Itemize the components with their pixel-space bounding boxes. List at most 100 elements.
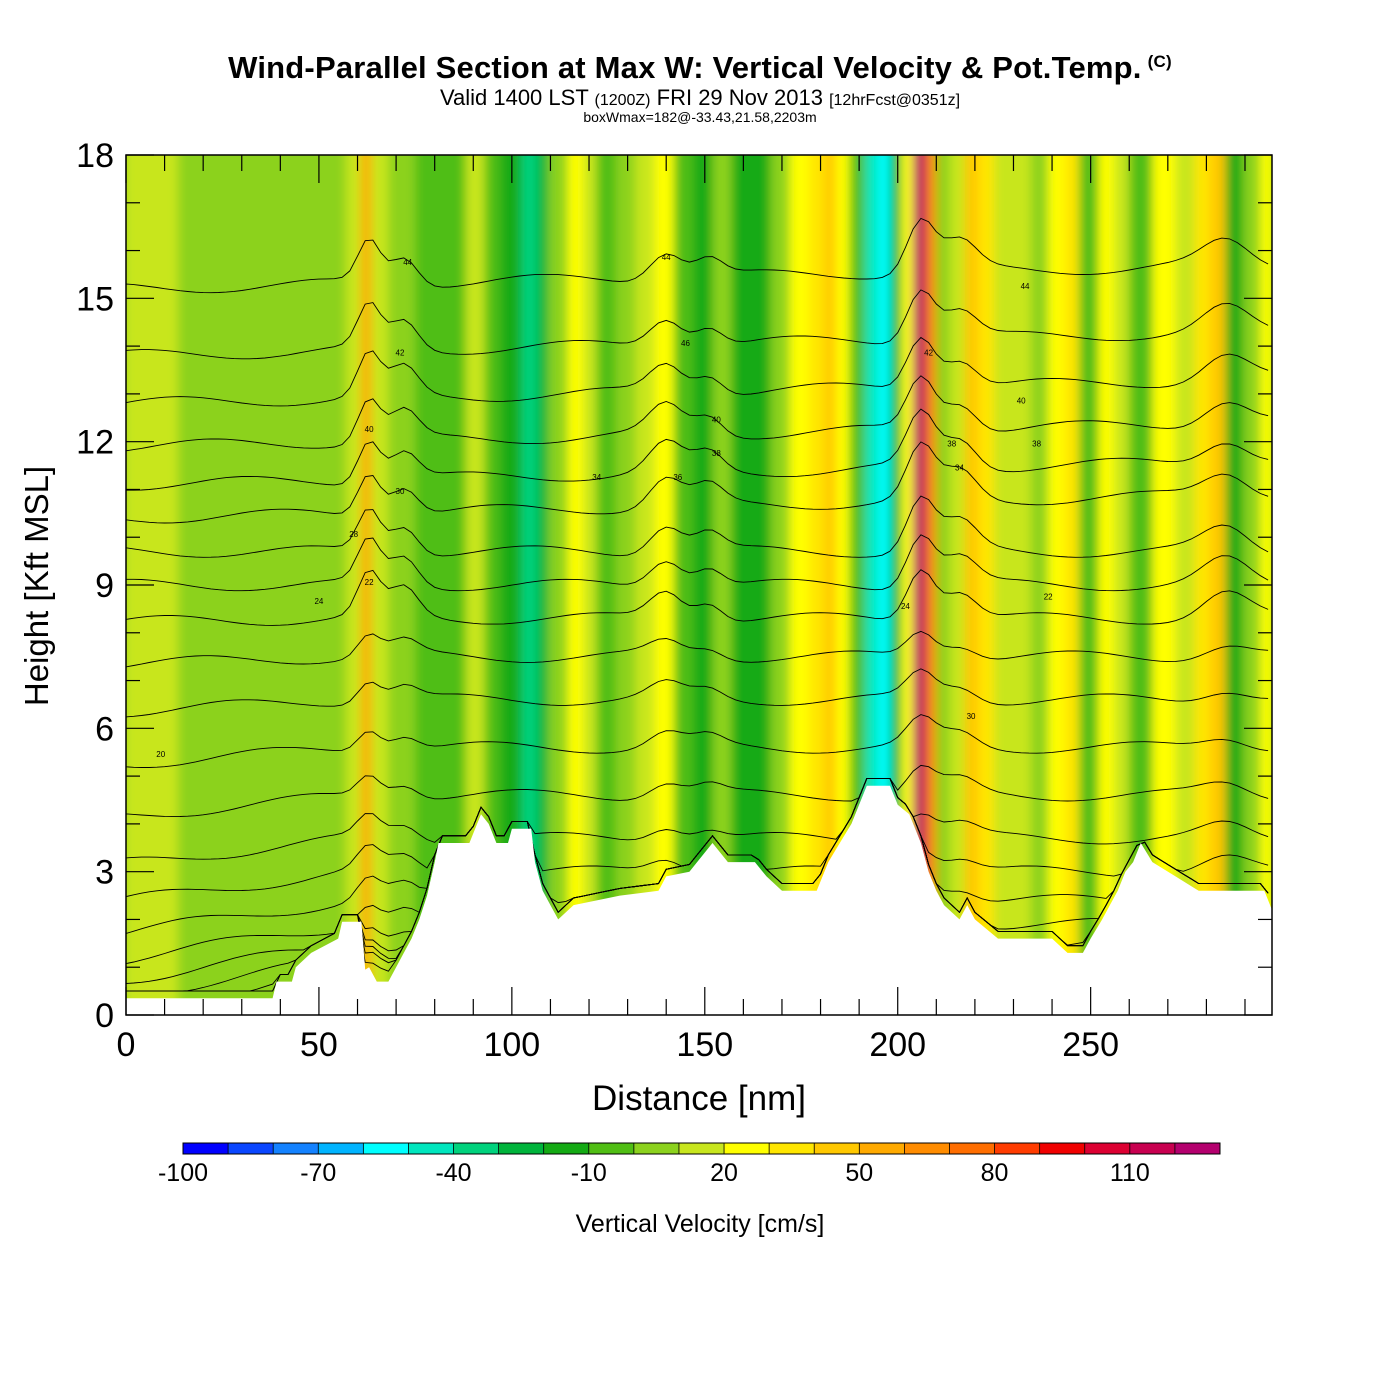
x-tick-label: 100 [483,1026,540,1064]
contour-label: 30 [396,487,405,496]
potential-temperature-contours [126,217,1269,992]
velocity-band [1098,155,1118,1015]
colorbar-swatch [273,1143,319,1154]
colorbar-tick-labels: -100 -70 -40 -10 20 50 80 110 [158,1159,1150,1187]
theta-contour [126,289,1269,360]
contour-label: 34 [955,463,964,472]
velocity-band [693,155,717,1015]
colorbar-swatch [949,1143,996,1154]
y-tick-label: 18 [76,137,114,175]
contour-label: 38 [712,449,721,458]
contour-label: 30 [967,712,976,721]
colorbar-swatch [498,1143,545,1154]
colorbar-swatch [1039,1143,1086,1154]
y-tick-label: 12 [76,424,114,462]
velocity-band [920,155,931,1015]
colorbar-swatch [814,1143,860,1154]
contour-label: 38 [1032,439,1041,448]
velocity-band [978,155,999,1015]
contour-label: 44 [403,258,412,267]
contour-label: 42 [396,349,405,358]
contour-label: 42 [924,349,933,358]
velocity-band [1210,155,1230,1015]
x-axis-ticks: 0 50 100 150 200 250 [117,155,1246,1064]
colorbar-swatch [183,1143,229,1154]
colorbar-swatch [1084,1143,1131,1154]
contour-label: 34 [592,473,601,482]
velocity-band [673,155,698,1015]
contour-label: 28 [349,530,358,539]
valid-date: FRI 29 Nov 2013 [656,85,823,110]
contour-label: 24 [901,602,910,611]
chart-title: Wind-Parallel Section at Max W: Vertical… [0,50,1400,86]
velocity-band [293,155,327,1015]
y-tick-label: 9 [95,567,114,605]
contour-label: 40 [712,416,721,425]
velocity-band [1113,155,1134,1015]
colorbar-tick-label: -40 [435,1159,471,1187]
velocity-band [583,155,601,1015]
copyright-mark: (C) [1147,51,1172,71]
velocity-band [548,155,572,1015]
contour-label: 46 [681,339,690,348]
theta-contour [126,441,1269,524]
x-tick-label: 50 [300,1026,338,1064]
contour-label: 20 [156,750,165,759]
colorbar-tick-label: -100 [158,1159,208,1187]
theta-contour [126,534,1269,592]
contour-labels: 20 24 28 22 30 40 42 44 34 36 38 40 46 44 42 38 34 24 30 40… [156,253,1053,759]
velocity-band [230,155,273,1015]
velocity-band [1013,155,1035,1015]
theta-contour [126,630,1269,668]
box-wmax-line: boxWmax=182@-33.43,21.58,2203m [583,109,817,125]
velocity-band [399,155,420,1015]
x-axis-label: Distance [nm] [592,1079,806,1118]
colorbar-tick-label: 80 [981,1159,1009,1187]
x-tick-label: 250 [1062,1026,1119,1064]
theta-contour [126,495,1269,558]
theta-contour [126,217,1269,294]
colorbar-label: Vertical Velocity [cm/s] [576,1210,825,1238]
colorbar [182,1142,1221,1155]
theta-contour [126,668,1269,718]
velocity-band [770,155,794,1015]
velocity-band [1194,155,1215,1015]
velocity-band [322,155,350,1015]
x-tick-label: 200 [869,1026,926,1064]
colorbar-frame [182,1142,1221,1155]
colorbar-tick-label: 110 [1110,1159,1150,1187]
theta-contour [126,778,1269,860]
chart-subtitle: Valid 1400 LST (1200Z) FRI 29 Nov 2013 [… [0,85,1400,111]
velocity-band [521,155,541,1015]
contour-label: 24 [314,597,323,606]
contour-label: 44 [1021,282,1030,291]
theta-contour [126,408,1269,491]
colorbar-swatch [859,1143,905,1154]
colorbar-swatch [904,1143,950,1154]
velocity-band [345,155,366,1015]
velocity-band [936,155,954,1015]
colorbar-swatch [724,1143,770,1154]
velocity-band [949,155,970,1015]
colorbar-swatch [678,1143,725,1154]
zulu-time: (1200Z) [594,92,651,109]
colorbar-swatch [228,1143,274,1154]
chart-title-text: Wind-Parallel Section at Max W: Vertical… [228,50,1142,85]
forecast-info: [12hrFcst@0351z] [829,92,961,109]
colorbar-tick-label: 50 [845,1159,873,1187]
velocity-band [913,155,925,1015]
velocity-band [789,155,813,1015]
y-tick-label: 15 [76,280,114,318]
vertical-velocity-field [126,155,1272,1015]
velocity-band [484,155,505,1015]
contour-label: 40 [1017,396,1026,405]
y-axis-label: Height [Kft MSL] [18,466,55,706]
velocity-band [965,155,983,1015]
velocity-band [712,155,736,1015]
y-tick-label: 0 [95,997,114,1035]
colorbar-swatch [1129,1143,1176,1154]
velocity-band [654,155,678,1015]
terrain-mask [126,785,1272,1015]
velocity-band [567,155,588,1015]
